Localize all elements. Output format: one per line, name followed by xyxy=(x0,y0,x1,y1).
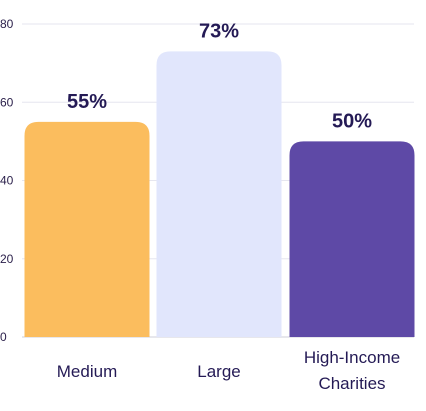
data-label: 55% xyxy=(67,91,107,113)
data-label: 73% xyxy=(199,20,239,42)
bar xyxy=(289,141,415,337)
x-tick-label: High-Income xyxy=(304,348,400,367)
y-tick-label: 0 xyxy=(0,330,7,344)
x-tick-label: Large xyxy=(197,362,240,381)
bars xyxy=(24,51,415,337)
data-label: 50% xyxy=(332,110,372,132)
data-labels: 55% 73% 50% xyxy=(67,20,372,132)
y-axis-ticks: 0 20 40 60 80 xyxy=(0,17,14,344)
x-tick-label: Charities xyxy=(318,374,385,393)
bar xyxy=(24,121,150,337)
y-tick-label: 20 xyxy=(0,252,14,266)
y-tick-label: 60 xyxy=(0,95,14,109)
y-tick-label: 40 xyxy=(0,174,14,188)
x-tick-label: Medium xyxy=(57,362,117,381)
bar xyxy=(156,51,282,337)
y-tick-label: 80 xyxy=(0,17,14,31)
x-axis-labels: Medium Large High-Income Charities xyxy=(57,348,400,393)
